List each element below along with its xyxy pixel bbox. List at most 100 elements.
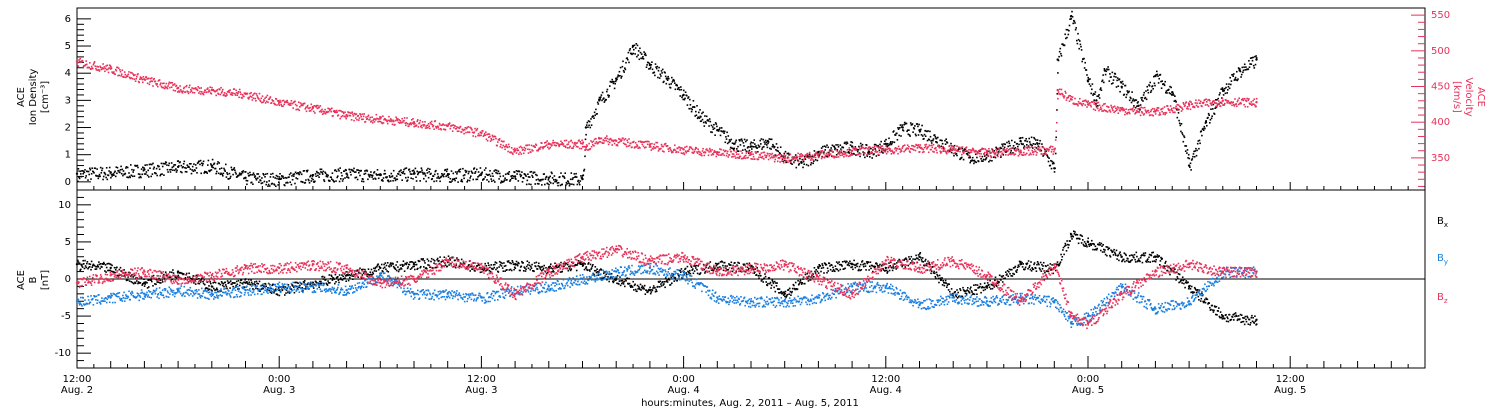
velocity-point bbox=[546, 140, 548, 142]
velocity-point bbox=[340, 110, 342, 112]
ion-density-point bbox=[415, 176, 417, 178]
velocity-point bbox=[460, 131, 463, 133]
velocity-point bbox=[580, 147, 583, 150]
velocity-point bbox=[500, 140, 503, 142]
ion-density-point bbox=[285, 182, 287, 184]
ion-density-point bbox=[1060, 55, 1063, 57]
bx-point bbox=[551, 271, 553, 273]
velocity-point bbox=[745, 154, 747, 157]
ion-density-point bbox=[1235, 79, 1237, 81]
ion-density-point bbox=[996, 154, 999, 156]
velocity-point bbox=[309, 110, 312, 112]
velocity-point bbox=[943, 149, 945, 151]
velocity-point bbox=[1225, 100, 1228, 102]
velocity-point bbox=[1058, 88, 1061, 91]
velocity-point bbox=[306, 106, 308, 108]
ion-density-point bbox=[632, 52, 634, 55]
velocity-point bbox=[485, 131, 487, 133]
ion-density-data-point bbox=[665, 77, 668, 80]
bx-point bbox=[143, 278, 145, 280]
ion-density-point bbox=[835, 154, 838, 156]
velocity-point bbox=[1169, 111, 1171, 114]
velocity-point bbox=[687, 150, 690, 152]
ion-density-point bbox=[1240, 76, 1242, 78]
ion-density-point bbox=[1233, 79, 1236, 81]
ion-density-point bbox=[396, 178, 399, 181]
bx-point bbox=[563, 265, 565, 268]
ion-density-point bbox=[1199, 142, 1201, 145]
ion-density-point bbox=[516, 170, 519, 173]
velocity-point bbox=[937, 144, 940, 147]
velocity-point bbox=[92, 63, 95, 66]
ion-density-point bbox=[1202, 129, 1205, 131]
velocity-point bbox=[270, 102, 273, 104]
velocity-point bbox=[585, 144, 588, 146]
velocity-point bbox=[261, 95, 264, 97]
ion-density-point bbox=[564, 172, 566, 174]
bx-point bbox=[77, 261, 80, 263]
velocity-point bbox=[944, 150, 947, 153]
ion-density-point bbox=[113, 171, 116, 174]
ion-density-point bbox=[1050, 159, 1052, 162]
velocity-point bbox=[1254, 104, 1256, 106]
velocity-point bbox=[216, 88, 219, 91]
bottom-tick-label: 0 bbox=[65, 274, 71, 285]
velocity-point bbox=[200, 87, 202, 89]
velocity-point bbox=[796, 158, 799, 161]
bx-point bbox=[163, 273, 165, 276]
bx-point bbox=[408, 263, 411, 266]
ion-density-point bbox=[534, 183, 536, 185]
ion-density-point bbox=[553, 179, 555, 181]
velocity-point bbox=[132, 73, 134, 75]
velocity-point bbox=[684, 150, 687, 152]
bx-point bbox=[255, 280, 258, 283]
velocity-point bbox=[959, 150, 961, 153]
velocity-point bbox=[378, 120, 381, 123]
bx-point bbox=[211, 290, 213, 292]
ion-density-point bbox=[1133, 105, 1135, 107]
bx-point bbox=[216, 287, 218, 290]
velocity-point bbox=[194, 87, 197, 89]
bx-point bbox=[284, 286, 287, 288]
velocity-point bbox=[379, 120, 382, 123]
ion-density-point bbox=[726, 142, 729, 145]
ion-density-point bbox=[840, 148, 842, 150]
ion-density-point bbox=[989, 159, 991, 162]
bx-point bbox=[261, 284, 264, 286]
velocity-point bbox=[444, 129, 447, 131]
ion-density-point bbox=[870, 147, 872, 150]
ion-density-point bbox=[383, 169, 386, 172]
bx-point bbox=[222, 282, 225, 285]
velocity-point bbox=[1079, 97, 1081, 100]
ion-density-point bbox=[784, 150, 787, 153]
ion-density-point bbox=[411, 170, 414, 172]
bx-point bbox=[596, 271, 599, 273]
ion-density-point bbox=[658, 77, 661, 79]
velocity-point bbox=[757, 158, 760, 161]
ion-density-point bbox=[957, 149, 959, 151]
ion-density-point bbox=[432, 175, 435, 177]
ion-density-point bbox=[306, 170, 308, 173]
velocity-point bbox=[1150, 109, 1153, 111]
ion-density-point bbox=[916, 123, 919, 125]
ion-density-point bbox=[781, 155, 783, 158]
velocity-point bbox=[849, 155, 851, 157]
ion-density-point bbox=[327, 174, 329, 177]
ion-density-point bbox=[824, 149, 826, 151]
ion-density-point bbox=[689, 98, 691, 101]
velocity-point bbox=[252, 97, 255, 100]
bx-point bbox=[420, 265, 422, 268]
bx-point bbox=[555, 266, 557, 268]
ion-density-point bbox=[492, 179, 495, 182]
bx-point bbox=[312, 287, 315, 289]
bx-point bbox=[524, 270, 527, 272]
velocity-point bbox=[349, 114, 352, 117]
velocity-point bbox=[729, 148, 731, 151]
ion-density-point bbox=[268, 180, 270, 182]
ion-density-point bbox=[160, 173, 162, 176]
ion-density-point bbox=[628, 49, 631, 52]
velocity-data-point bbox=[75, 60, 79, 63]
velocity-point bbox=[235, 92, 238, 94]
ion-density-point bbox=[255, 179, 258, 181]
ion-density-point bbox=[450, 181, 452, 183]
